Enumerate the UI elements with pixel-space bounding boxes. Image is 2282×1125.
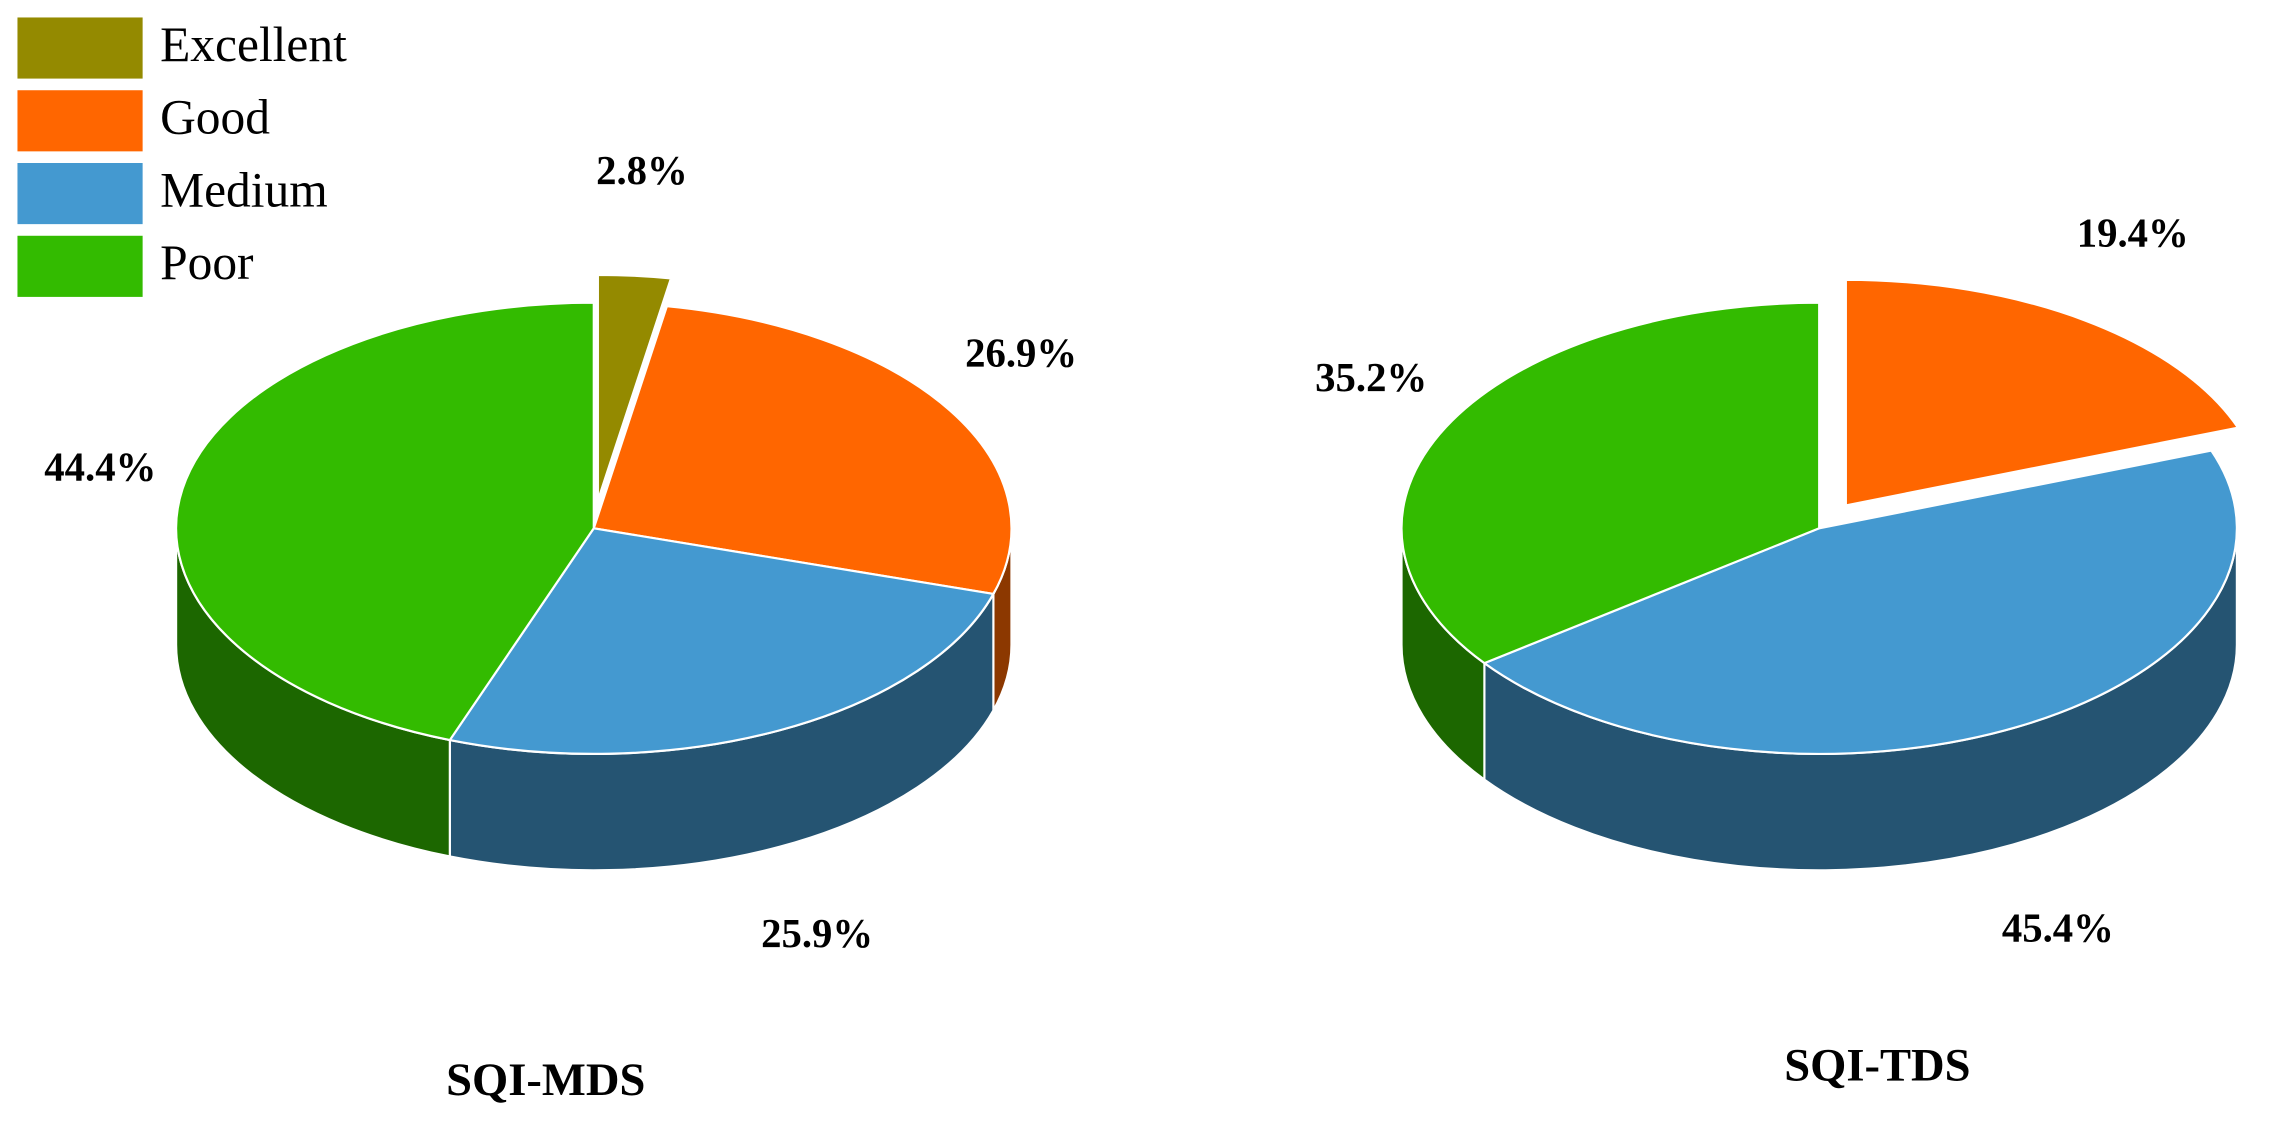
legend-label: Good	[160, 90, 270, 145]
slice	[1400, 301, 1821, 782]
slice-top	[592, 305, 1013, 596]
slice	[592, 305, 1013, 715]
slice-top	[175, 301, 595, 742]
chart-title: SQI-MDS	[446, 1055, 645, 1106]
slice-top	[1482, 449, 2238, 755]
legend-swatch	[17, 235, 143, 297]
data-label: 25.9%	[761, 911, 873, 956]
legend-swatch	[17, 90, 143, 152]
data-label: 45.4%	[2002, 906, 2114, 951]
data-label: 2.8%	[596, 148, 688, 193]
slice	[448, 527, 996, 872]
legend-label: Poor	[160, 235, 254, 290]
legend-swatch	[17, 163, 143, 225]
slice-top	[448, 527, 996, 755]
data-label: 44.4%	[44, 444, 156, 489]
data-label: 35.2%	[1315, 355, 1427, 400]
data-label: 19.4%	[2077, 211, 2189, 256]
slice	[596, 273, 673, 501]
slice-top	[1844, 278, 2240, 507]
slice	[1482, 449, 2238, 872]
chart-title: SQI-TDS	[1784, 1040, 1970, 1091]
slice-top	[596, 273, 673, 501]
legend-label: Medium	[160, 162, 328, 217]
slice-top	[1400, 301, 1821, 665]
legend-swatch	[17, 17, 143, 79]
slice	[175, 301, 595, 858]
slice	[1844, 278, 2240, 507]
data-label: 26.9%	[965, 331, 1077, 376]
legend-label: Excellent	[160, 17, 347, 72]
